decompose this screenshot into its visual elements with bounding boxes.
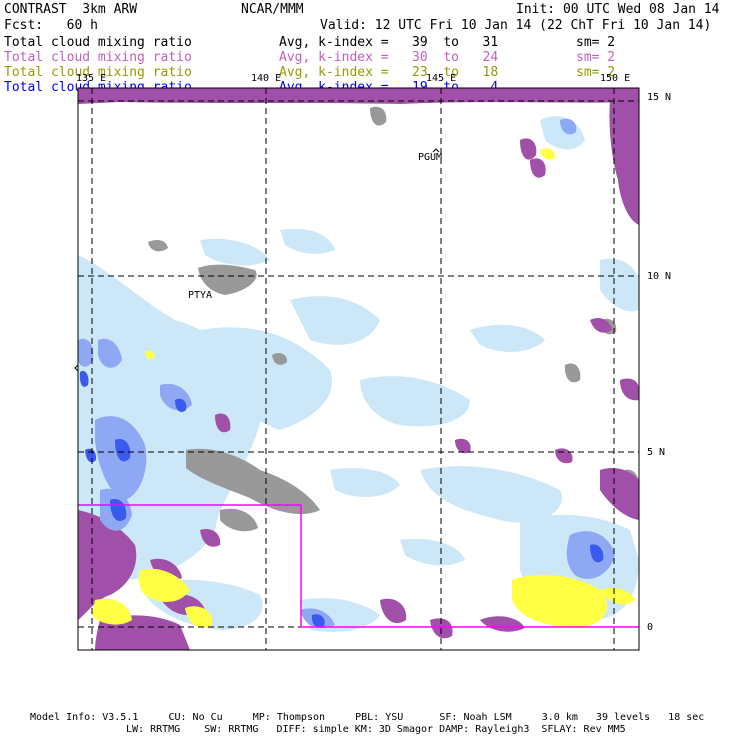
center-title: NCAR/MMM [241, 2, 304, 17]
lat-label-15n: 15 N [647, 92, 672, 103]
lon-label-140: 140 E [251, 73, 282, 84]
west-edge-marker [74, 364, 79, 372]
field-1-sm: sm= 2 [576, 35, 616, 50]
station-ptya: PTYA [188, 290, 213, 301]
purple-cloud-areas [78, 88, 639, 650]
field-3-avg: Avg, k-index = 23 to 18 [279, 65, 499, 80]
pgum-marker [432, 148, 440, 153]
graticule [78, 88, 639, 650]
lon-label-150: 150 E [600, 73, 631, 84]
nested-domain-outline [78, 504, 639, 628]
field-3-sm: sm= 2 [576, 65, 616, 80]
lon-label-135: 135 E [76, 73, 107, 84]
field-1-avg: Avg, k-index = 39 to 31 [279, 35, 499, 50]
field-2-name: Total cloud mixing ratio [4, 50, 192, 65]
lat-label-eq: 0 [647, 622, 654, 633]
forecast-hour: Fcst: 60 h [4, 18, 98, 33]
lat-label-5n: 5 N [647, 447, 666, 458]
lon-label-145: 145 E [426, 73, 457, 84]
map-frame [77, 87, 640, 651]
field-3-name: Total cloud mixing ratio [4, 65, 192, 80]
field-2-avg: Avg, k-index = 30 to 24 [279, 50, 499, 65]
init-time: Init: 00 UTC Wed 08 Jan 14 [516, 2, 720, 17]
yellow-cloud-areas [92, 148, 635, 628]
model-info-line-2: LW: RRTMG SW: RRTMG DIFF: simple KM: 3D … [126, 724, 626, 735]
lat-label-10n: 10 N [647, 271, 672, 282]
field-1-name: Total cloud mixing ratio [4, 35, 192, 50]
field-2-sm: sm= 2 [576, 50, 616, 65]
valid-time: Valid: 12 UTC Fri 10 Jan 14 (22 ChT Fri … [320, 18, 712, 33]
program-title: CONTRAST 3km ARW [4, 2, 138, 17]
station-pgum: PGUM [418, 152, 443, 163]
model-info-line-1: Model Info: V3.5.1 CU: No Cu MP: Thompso… [30, 712, 705, 723]
